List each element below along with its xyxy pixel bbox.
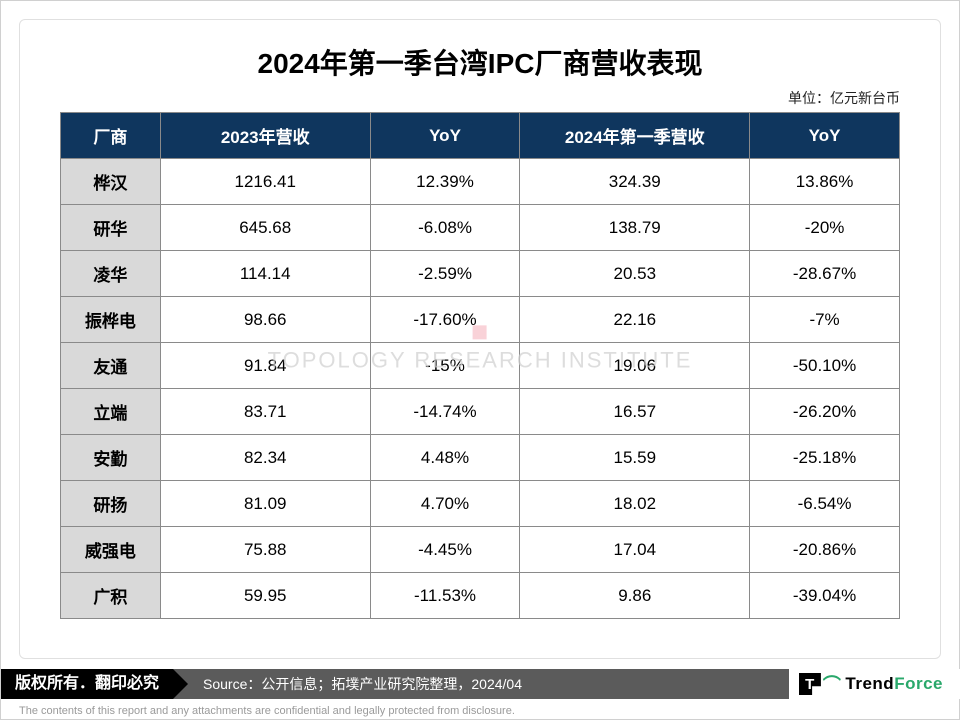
cell-rev2023: 59.95 (160, 573, 370, 619)
col-yoy2023: YoY (370, 113, 520, 159)
cell-q1_2024: 9.86 (520, 573, 750, 619)
table-row: 广积59.95-11.53%9.86-39.04% (61, 573, 900, 619)
disclaimer-text: The contents of this report and any atta… (19, 705, 515, 717)
cell-vendor: 振桦电 (61, 297, 161, 343)
cell-q1_yoy: -25.18% (750, 435, 900, 481)
cell-rev2023: 114.14 (160, 251, 370, 297)
cell-q1_2024: 20.53 (520, 251, 750, 297)
cell-vendor: 安勤 (61, 435, 161, 481)
table-row: 研扬81.094.70%18.02-6.54% (61, 481, 900, 527)
table-row: 威强电75.88-4.45%17.04-20.86% (61, 527, 900, 573)
table-body: 桦汉1216.4112.39%324.3913.86%研华645.68-6.08… (61, 159, 900, 619)
brand-force: Force (894, 674, 943, 694)
table-row: 友通91.84-15%19.06-50.10% (61, 343, 900, 389)
brand-trend: Trend (845, 674, 894, 694)
unit-label: 单位：亿元新台币 (60, 88, 900, 108)
cell-q1_2024: 15.59 (520, 435, 750, 481)
page: 2024年第一季台湾IPC厂商营收表现 单位：亿元新台币 TOPOLOGY RE… (0, 0, 960, 720)
content-card: 2024年第一季台湾IPC厂商营收表现 单位：亿元新台币 TOPOLOGY RE… (19, 19, 941, 659)
table-row: 桦汉1216.4112.39%324.3913.86% (61, 159, 900, 205)
cell-q1_2024: 17.04 (520, 527, 750, 573)
cell-q1_yoy: -7% (750, 297, 900, 343)
cell-rev2023: 81.09 (160, 481, 370, 527)
page-title: 2024年第一季台湾IPC厂商营收表现 (60, 42, 900, 82)
copyright-badge: 版权所有．翻印必究 (1, 669, 173, 699)
cell-rev2023: 1216.41 (160, 159, 370, 205)
cell-yoy2023: -6.08% (370, 205, 520, 251)
cell-yoy2023: -15% (370, 343, 520, 389)
col-q1yoy: YoY (750, 113, 900, 159)
cell-q1_2024: 138.79 (520, 205, 750, 251)
cell-vendor: 立端 (61, 389, 161, 435)
cell-vendor: 友通 (61, 343, 161, 389)
cell-q1_2024: 18.02 (520, 481, 750, 527)
cell-q1_2024: 22.16 (520, 297, 750, 343)
table-header-row: 厂商 2023年营收 YoY 2024年第一季营收 YoY (61, 113, 900, 159)
col-vendor: 厂商 (61, 113, 161, 159)
cell-yoy2023: 4.70% (370, 481, 520, 527)
cell-yoy2023: 4.48% (370, 435, 520, 481)
cell-q1_yoy: -50.10% (750, 343, 900, 389)
brand-logo: T⌒ TrendForce (789, 669, 960, 699)
col-rev2023: 2023年营收 (160, 113, 370, 159)
brand-arc-icon: ⌒ (823, 671, 842, 697)
cell-rev2023: 82.34 (160, 435, 370, 481)
cell-vendor: 威强电 (61, 527, 161, 573)
cell-yoy2023: -11.53% (370, 573, 520, 619)
brand-mark-icon: T (799, 673, 821, 695)
cell-rev2023: 91.84 (160, 343, 370, 389)
table-row: 振桦电98.66-17.60%22.16-7% (61, 297, 900, 343)
table-row: 立端83.71-14.74%16.57-26.20% (61, 389, 900, 435)
cell-rev2023: 645.68 (160, 205, 370, 251)
cell-vendor: 桦汉 (61, 159, 161, 205)
source-text: Source：公开信息；拓墣产业研究院整理，2024/04 (193, 674, 789, 694)
cell-rev2023: 75.88 (160, 527, 370, 573)
cell-q1_yoy: -39.04% (750, 573, 900, 619)
cell-yoy2023: 12.39% (370, 159, 520, 205)
cell-q1_2024: 324.39 (520, 159, 750, 205)
cell-vendor: 凌华 (61, 251, 161, 297)
cell-q1_2024: 16.57 (520, 389, 750, 435)
cell-q1_yoy: -20.86% (750, 527, 900, 573)
table-row: 安勤82.344.48%15.59-25.18% (61, 435, 900, 481)
cell-yoy2023: -14.74% (370, 389, 520, 435)
cell-vendor: 研华 (61, 205, 161, 251)
cell-q1_yoy: -28.67% (750, 251, 900, 297)
cell-yoy2023: -2.59% (370, 251, 520, 297)
table-row: 凌华114.14-2.59%20.53-28.67% (61, 251, 900, 297)
col-q1rev: 2024年第一季营收 (520, 113, 750, 159)
cell-q1_yoy: -6.54% (750, 481, 900, 527)
cell-rev2023: 98.66 (160, 297, 370, 343)
cell-q1_yoy: -20% (750, 205, 900, 251)
cell-q1_yoy: -26.20% (750, 389, 900, 435)
cell-q1_yoy: 13.86% (750, 159, 900, 205)
cell-yoy2023: -4.45% (370, 527, 520, 573)
table-row: 研华645.68-6.08%138.79-20% (61, 205, 900, 251)
cell-yoy2023: -17.60% (370, 297, 520, 343)
revenue-table: 厂商 2023年营收 YoY 2024年第一季营收 YoY 桦汉1216.411… (60, 112, 900, 619)
cell-vendor: 广积 (61, 573, 161, 619)
cell-vendor: 研扬 (61, 481, 161, 527)
cell-q1_2024: 19.06 (520, 343, 750, 389)
cell-rev2023: 83.71 (160, 389, 370, 435)
footer-bar: 版权所有．翻印必究 Source：公开信息；拓墣产业研究院整理，2024/04 … (1, 669, 960, 699)
